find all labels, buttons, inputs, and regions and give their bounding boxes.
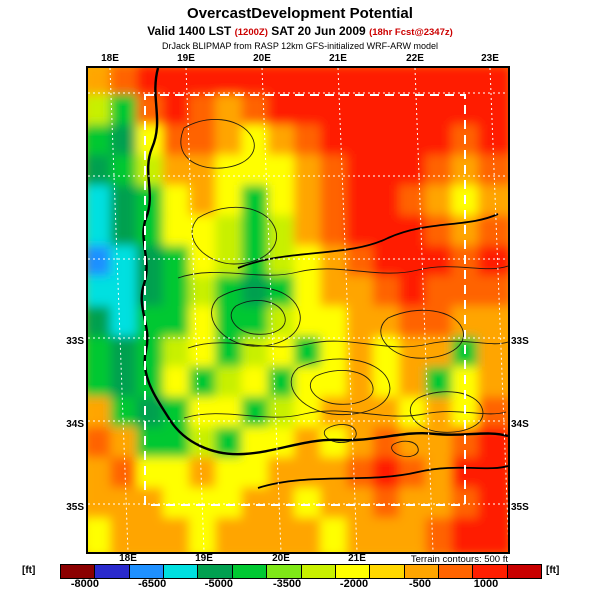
color-scale-bar bbox=[60, 564, 542, 579]
domain-rectangle bbox=[144, 94, 466, 506]
axis-tick-label: 34S bbox=[511, 419, 529, 430]
color-scale-segment bbox=[404, 565, 439, 578]
axis-tick-label: 18E bbox=[101, 53, 119, 64]
unit-label-left: [ft] bbox=[22, 565, 36, 576]
color-scale-segment bbox=[164, 565, 199, 578]
model-attribution: DrJack BLIPMAP from RASP 12km GFS-initia… bbox=[161, 41, 439, 51]
unit-label-right: [ft] bbox=[546, 565, 560, 576]
forecast-heatmap-svg bbox=[88, 68, 508, 552]
axis-tick-label: 20E bbox=[272, 553, 290, 564]
terrain-contours-note: Terrain contours: 500 ft bbox=[410, 554, 508, 565]
heatmap-canvas bbox=[88, 68, 508, 557]
axis-tick-label: 19E bbox=[177, 53, 195, 64]
forecast-map bbox=[86, 66, 510, 554]
forecast-lead-time: (18hr Fcst@2347z) bbox=[369, 27, 453, 38]
color-scale-segment bbox=[129, 565, 165, 578]
axis-tick-label: 33S bbox=[66, 336, 84, 347]
axis-tick-label: 34S bbox=[66, 419, 84, 430]
axis-tick-label: 23E bbox=[481, 53, 499, 64]
axis-tick-label: 19E bbox=[195, 553, 213, 564]
color-scale-value: -500 bbox=[408, 578, 432, 590]
terrain-contours-index bbox=[237, 213, 508, 489]
color-scale-value: -8000 bbox=[70, 578, 100, 590]
valid-zulu-time: (1200Z) bbox=[234, 27, 268, 38]
valid-time-line: Valid 1400 LST (1200Z) SAT 20 Jun 2009 (… bbox=[0, 24, 600, 38]
color-scale-segment bbox=[507, 565, 542, 578]
color-scale-segment bbox=[335, 565, 371, 578]
axis-tick-label: 35S bbox=[511, 502, 529, 513]
axis-tick-label: 35S bbox=[66, 502, 84, 513]
axis-tick-label: 18E bbox=[119, 553, 137, 564]
color-scale-segment bbox=[473, 565, 508, 578]
color-scale-value: -2000 bbox=[339, 578, 369, 590]
color-scale-segment bbox=[438, 565, 474, 578]
valid-prefix: Valid 1400 LST bbox=[147, 24, 232, 38]
coastline bbox=[140, 68, 508, 456]
color-scale-value: -3500 bbox=[272, 578, 302, 590]
axis-tick-label: 20E bbox=[253, 53, 271, 64]
color-scale-segment bbox=[95, 565, 130, 578]
axis-tick-label: 33S bbox=[511, 336, 529, 347]
color-scale-segment bbox=[198, 565, 233, 578]
color-scale-value: -6500 bbox=[138, 578, 167, 590]
color-scale-segment bbox=[61, 565, 96, 578]
heatmap-layer bbox=[88, 68, 508, 552]
color-scale-segment bbox=[232, 565, 268, 578]
axis-tick-label: 22E bbox=[406, 53, 424, 64]
color-scale-value: 1000 bbox=[473, 578, 499, 590]
color-scale-segment bbox=[301, 565, 336, 578]
color-scale-segment bbox=[267, 565, 302, 578]
axis-tick-label: 21E bbox=[348, 553, 366, 564]
page-title: OvercastDevelopment Potential bbox=[187, 5, 413, 22]
color-scale-value: -5000 bbox=[204, 578, 233, 590]
axis-tick-label: 21E bbox=[329, 53, 347, 64]
valid-date: SAT 20 Jun 2009 bbox=[271, 24, 366, 38]
color-scale-segment bbox=[370, 565, 405, 578]
